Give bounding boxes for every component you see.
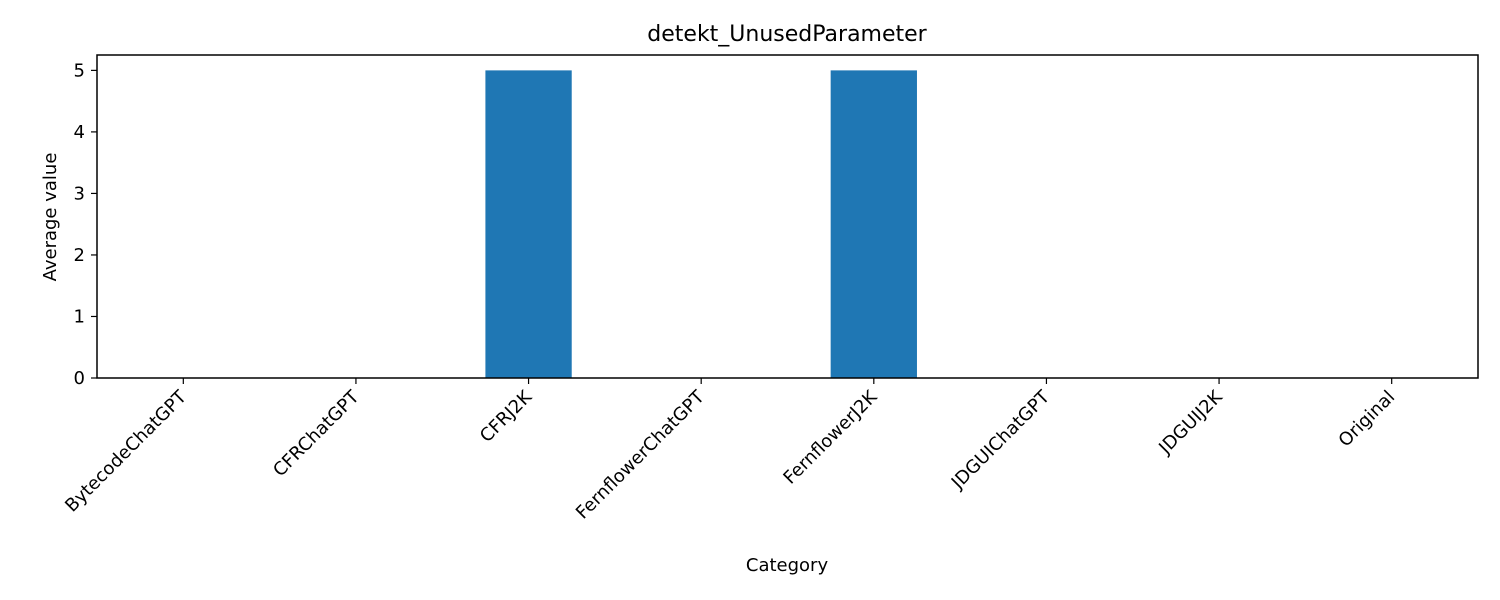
y-tick-label: 3 <box>74 183 85 204</box>
x-tick-label: FernflowerChatGPT <box>572 386 709 523</box>
bar-FernflowerJ2K <box>830 70 917 378</box>
plot-frame <box>96 54 1479 379</box>
x-tick-label: CFRChatGPT <box>269 386 364 481</box>
y-tick-label: 1 <box>74 306 85 327</box>
x-tick-label: Original <box>1335 387 1400 452</box>
y-tick-label: 4 <box>74 122 85 143</box>
y-tick-label: 5 <box>74 60 85 81</box>
x-tick-label: FernflowerJ2K <box>779 386 882 489</box>
x-tick-label: CFRJ2K <box>476 386 537 447</box>
y-axis-label: Average value <box>40 153 61 282</box>
y-tick-label: 0 <box>74 368 85 389</box>
y-tick-label: 2 <box>74 245 85 266</box>
x-axis-label: Category <box>746 555 829 576</box>
plot-area: 0 1 2 3 4 5 BytecodeChatGPT CFRChatGPT CFRJ2K Fer… <box>61 60 1399 523</box>
x-tick-label: BytecodeChatGPT <box>61 386 191 516</box>
x-tick-label: JDGUIChatGPT <box>947 386 1055 494</box>
bar-CFRJ2K <box>485 70 572 378</box>
chart-title: detekt_UnusedParameter <box>647 22 927 47</box>
x-tick-label: JDGUIJ2K <box>1154 386 1227 459</box>
